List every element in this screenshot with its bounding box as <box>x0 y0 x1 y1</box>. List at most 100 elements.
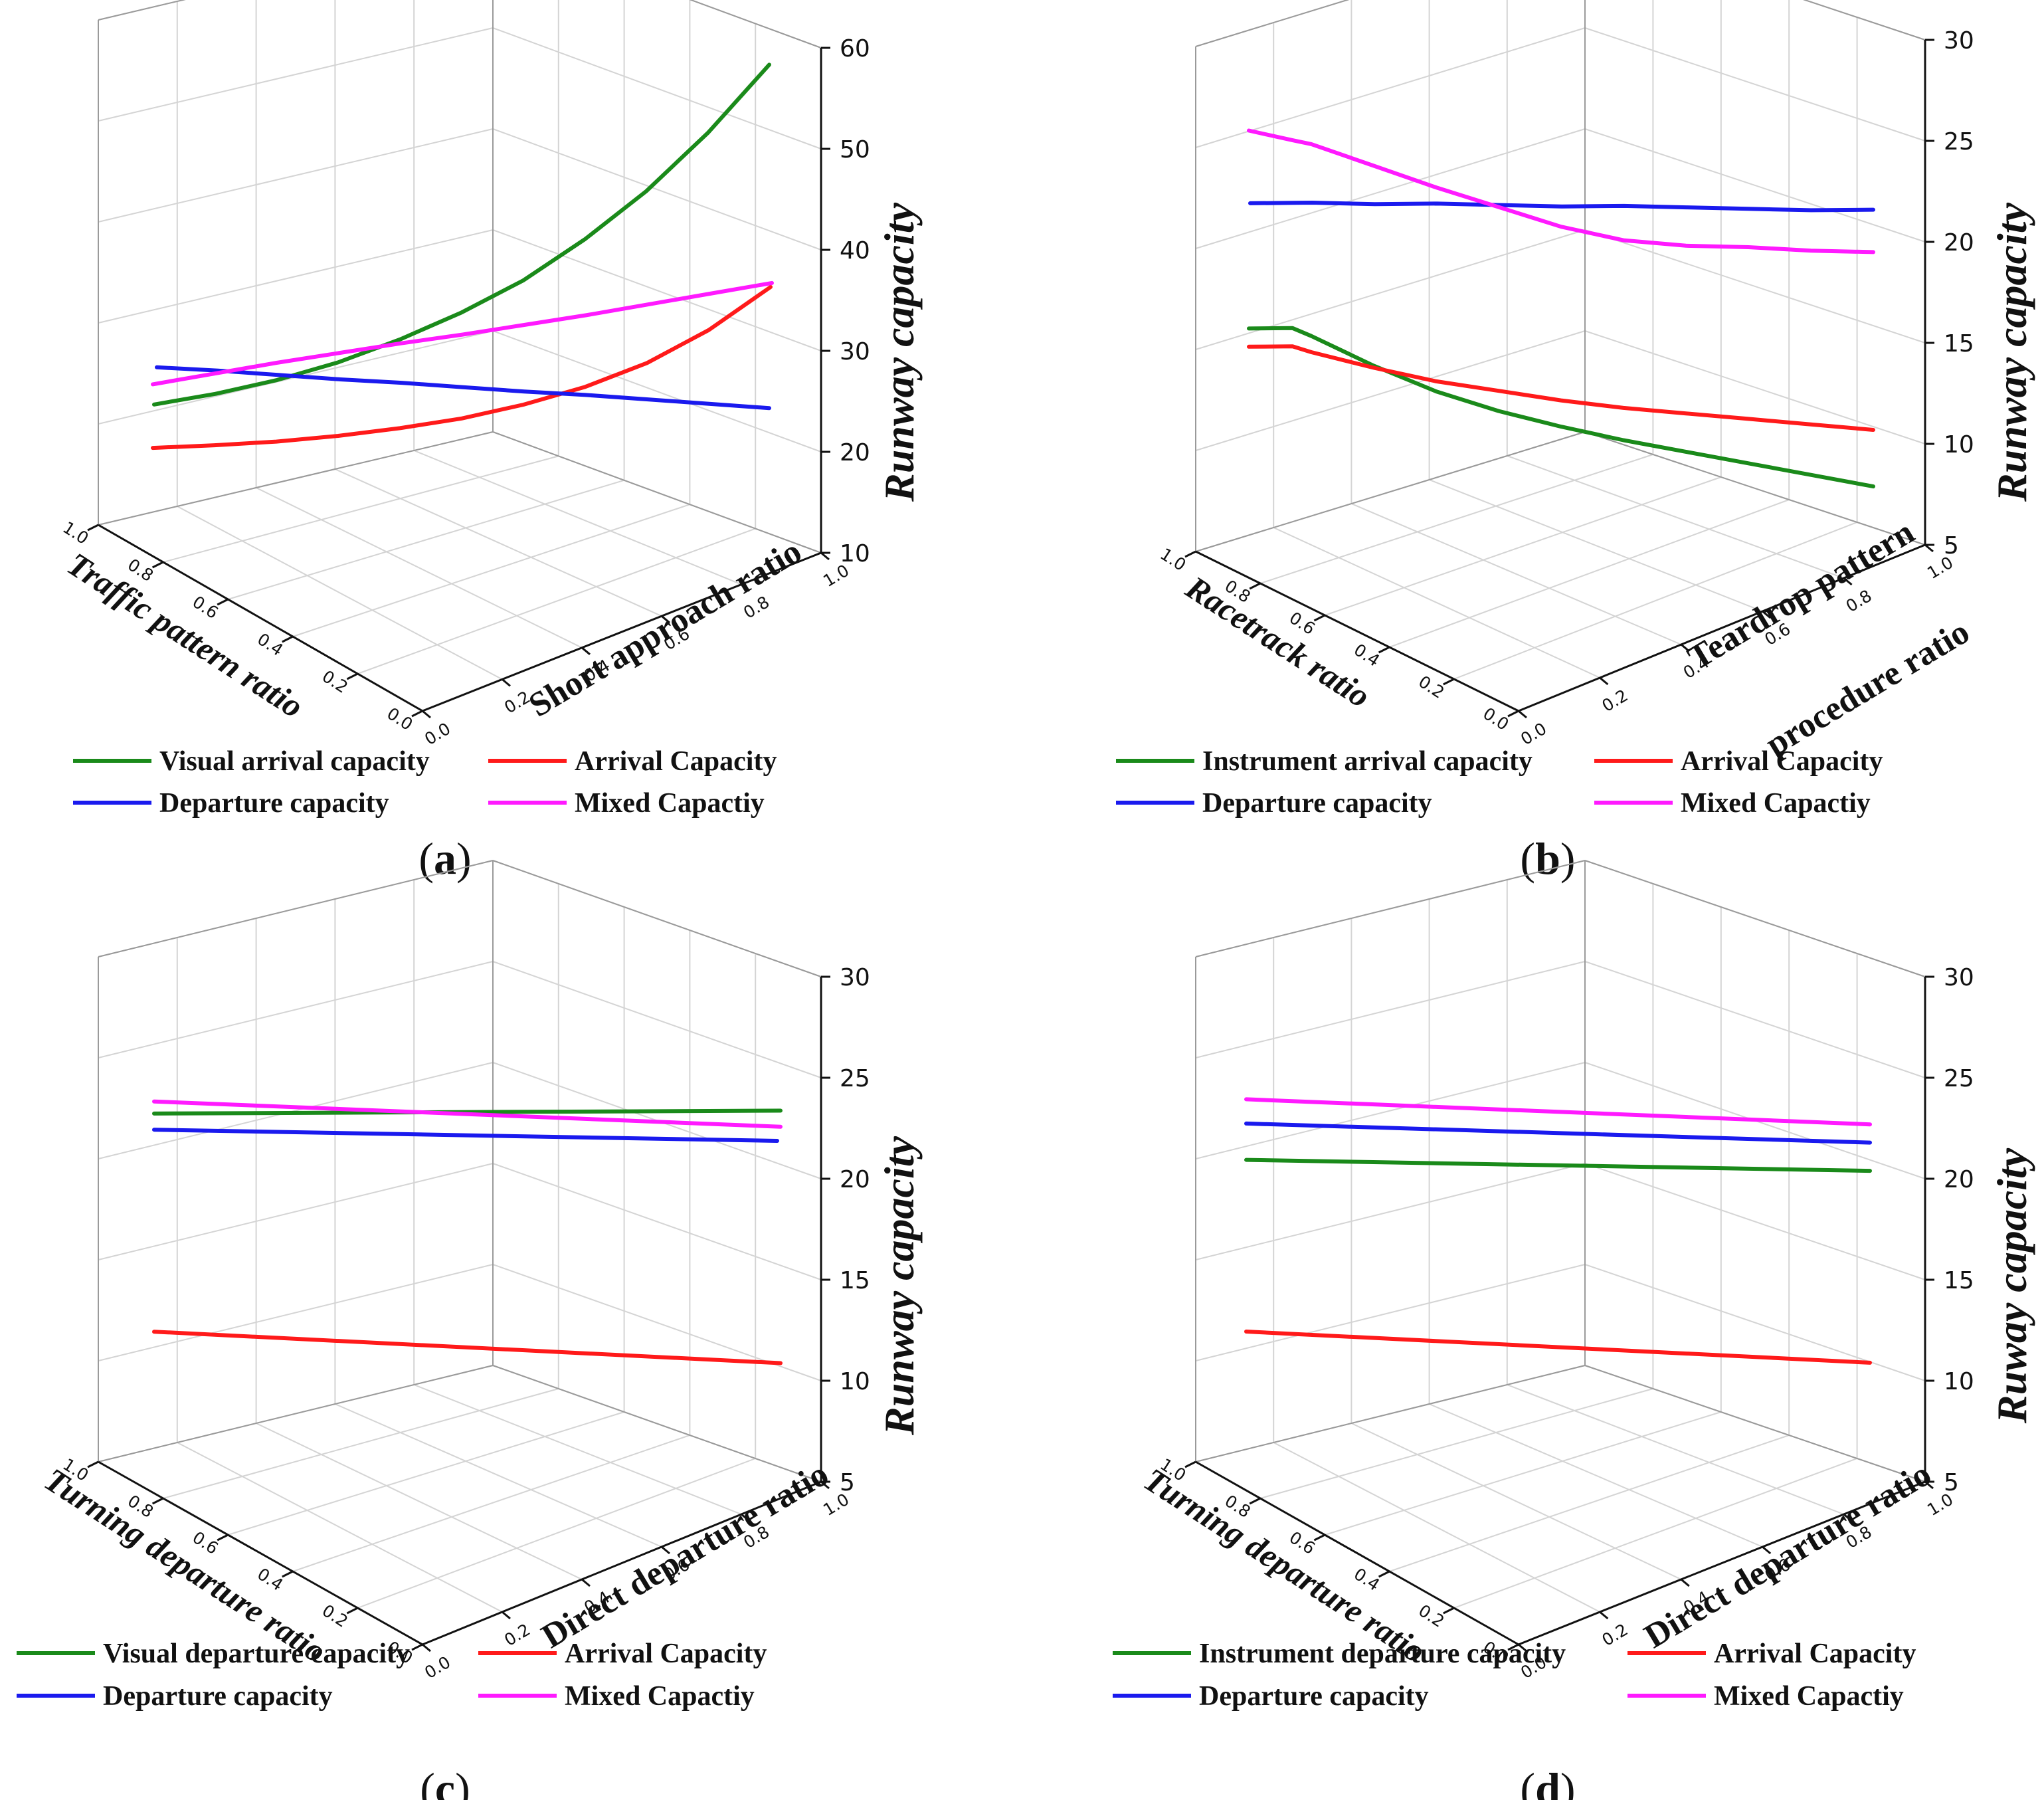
panel-label: (c) <box>420 1763 470 1800</box>
legend-label: Mixed Capactiy <box>1681 788 1871 819</box>
x-tick-mark <box>87 524 99 532</box>
x-tick-mark <box>1249 1497 1261 1505</box>
z-tick-label: 10 <box>1944 1368 1974 1395</box>
y-tick-mark <box>422 1643 431 1652</box>
series-line-1 <box>1244 1157 1872 1173</box>
x-tick-label: 1.0 <box>1157 544 1189 575</box>
x-tick-mark <box>346 1607 359 1615</box>
x-tick-mark <box>217 1534 229 1542</box>
y-tick-label: 0.0 <box>1517 719 1550 749</box>
legend-label: Mixed Capactiy <box>1714 1681 1904 1712</box>
x-tick-mark <box>1443 1607 1455 1615</box>
z-tick-label: 60 <box>840 35 870 62</box>
z-tick-label: 15 <box>1944 1267 1974 1294</box>
panel-label: (a) <box>418 833 471 884</box>
legend-label: Visual arrival capacity <box>159 746 430 777</box>
z-tick-label: 15 <box>840 1267 870 1294</box>
y-tick-label: 0.0 <box>421 719 454 749</box>
legend-label: Arrival Capacity <box>1681 746 1883 777</box>
series-line-4 <box>1244 1097 1872 1127</box>
x-tick-mark <box>87 1460 99 1468</box>
legend-label: Arrival Capacity <box>575 746 777 777</box>
z-tick-label: 25 <box>1944 1065 1974 1092</box>
x-tick-label: 0.2 <box>319 666 351 697</box>
x-tick-label: 0.2 <box>319 1601 351 1631</box>
series-line-4 <box>1247 128 1875 254</box>
series-line-1 <box>152 62 771 407</box>
y-tick-mark <box>1599 1611 1609 1620</box>
series-line-2 <box>1244 1330 1872 1365</box>
x-axis-title: Racetrack ratio <box>1179 568 1377 715</box>
x-tick-mark <box>411 1643 423 1651</box>
z-tick-label: 30 <box>840 964 870 991</box>
axes-frame <box>1195 860 1926 1646</box>
z-axis-title: Runway capacity <box>876 203 923 502</box>
x-tick-mark <box>1443 678 1455 686</box>
z-axis-title: Ruway capacity <box>1988 1148 2035 1424</box>
x-tick-mark <box>1507 710 1519 718</box>
x-tick-mark <box>151 561 164 569</box>
series-line-3 <box>1248 201 1875 213</box>
panel-label: (d) <box>1520 1763 1575 1800</box>
z-tick-label: 10 <box>1944 431 1974 458</box>
x-tick-mark <box>1249 582 1261 590</box>
series-line-2 <box>152 1330 783 1365</box>
x-tick-mark <box>1378 1570 1390 1578</box>
y-axis-title: Direct departure ratio <box>1638 1455 1938 1656</box>
x-tick-label: 0.2 <box>1415 1601 1447 1631</box>
legend-label: Departure capacity <box>1199 1681 1429 1712</box>
legend-label: Visual departure capacity <box>103 1639 410 1669</box>
x-tick-mark <box>346 672 359 680</box>
x-tick-mark <box>151 1497 164 1505</box>
x-tick-label: 0.4 <box>1350 640 1383 670</box>
axes-frame <box>1195 0 1926 712</box>
y-tick-mark <box>661 1546 670 1555</box>
y-tick-label: 0.0 <box>421 1652 454 1682</box>
z-tick-label: 25 <box>840 1065 870 1092</box>
x-tick-mark <box>1184 1460 1196 1468</box>
x-tick-mark <box>411 710 423 718</box>
y-tick-mark <box>502 1611 511 1620</box>
y-tick-mark <box>1518 710 1527 719</box>
y-tick-mark <box>1762 610 1772 619</box>
series-line-2 <box>151 284 773 450</box>
legend-label: Departure capacity <box>159 788 389 819</box>
y-tick-label: 0.8 <box>1843 586 1875 616</box>
x-tick-label: 0.0 <box>1479 704 1512 734</box>
axes-frame <box>98 0 822 712</box>
x-tick-mark <box>1313 614 1326 622</box>
z-tick-label: 20 <box>1944 1166 1974 1193</box>
y-tick-mark <box>502 678 511 687</box>
y-tick-mark <box>1924 544 1934 553</box>
z-tick-label: 15 <box>1944 330 1974 357</box>
x-tick-mark <box>282 635 294 643</box>
z-tick-label: 30 <box>840 338 870 365</box>
x-tick-label: 0.4 <box>254 629 286 660</box>
legend-label: Arrival Capacity <box>1714 1639 1916 1669</box>
x-tick-mark <box>282 1570 294 1578</box>
x-tick-mark <box>1507 1643 1519 1651</box>
y-tick-mark <box>1680 1578 1690 1587</box>
series-line-1 <box>1247 326 1875 489</box>
y-tick-mark <box>1762 1546 1772 1555</box>
legend: Visual departure capacity Arrival Capacit… <box>17 1639 767 1712</box>
z-tick-label: 50 <box>840 136 870 163</box>
series-line-4 <box>151 280 774 387</box>
z-tick-label: 20 <box>840 439 870 466</box>
legend: Instrument arrival capacity Arrival Capac… <box>1116 746 1883 819</box>
series-line-4 <box>152 1099 783 1129</box>
y-tick-mark <box>1518 1643 1527 1652</box>
series-line-3 <box>152 1128 779 1143</box>
legend-label: Departure capacity <box>1202 788 1432 819</box>
z-tick-label: 5 <box>1944 1469 1959 1496</box>
y-tick-mark <box>581 647 591 655</box>
y-tick-mark <box>1680 643 1690 652</box>
y-tick-mark <box>1924 1480 1934 1490</box>
z-tick-label: 25 <box>1944 128 1974 155</box>
series-line-1 <box>152 1108 783 1116</box>
legend-label: Arrival Capacity <box>565 1639 767 1669</box>
z-tick-label: 10 <box>840 1368 870 1395</box>
